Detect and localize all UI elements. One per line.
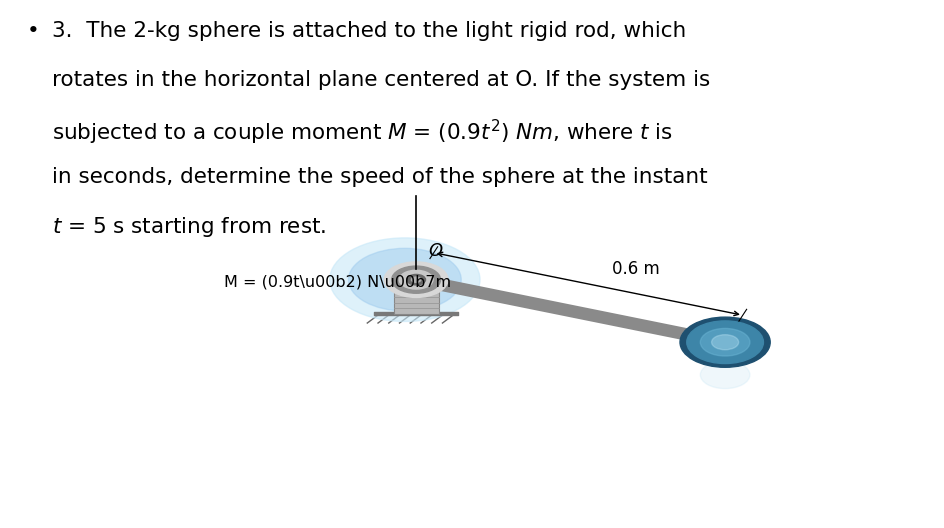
Text: M = (0.9t\u00b2) N\u00b7m: M = (0.9t\u00b2) N\u00b7m xyxy=(224,275,450,290)
Circle shape xyxy=(406,275,425,285)
Text: $t$ = 5 s starting from rest.: $t$ = 5 s starting from rest. xyxy=(52,215,326,239)
Circle shape xyxy=(700,328,750,356)
Circle shape xyxy=(411,277,420,282)
Circle shape xyxy=(680,317,769,367)
Circle shape xyxy=(700,361,750,389)
Circle shape xyxy=(711,335,738,350)
Circle shape xyxy=(398,270,432,289)
Circle shape xyxy=(686,321,763,364)
Text: 3.  The 2-kg sphere is attached to the light rigid rod, which: 3. The 2-kg sphere is attached to the li… xyxy=(52,21,685,41)
Circle shape xyxy=(329,238,480,322)
FancyBboxPatch shape xyxy=(393,291,438,314)
Text: in seconds, determine the speed of the sphere at the instant: in seconds, determine the speed of the s… xyxy=(52,167,706,187)
Text: rotates in the horizontal plane centered at O. If the system is: rotates in the horizontal plane centered… xyxy=(52,70,709,90)
Text: subjected to a couple moment $M$ = (0.9$t^2$) $Nm$, where $t$ is: subjected to a couple moment $M$ = (0.9$… xyxy=(52,118,672,147)
Text: •: • xyxy=(26,21,39,41)
Circle shape xyxy=(392,266,440,293)
Circle shape xyxy=(384,262,447,297)
Text: 0.6 m: 0.6 m xyxy=(611,260,659,278)
Circle shape xyxy=(348,248,461,311)
Text: O: O xyxy=(428,242,442,260)
